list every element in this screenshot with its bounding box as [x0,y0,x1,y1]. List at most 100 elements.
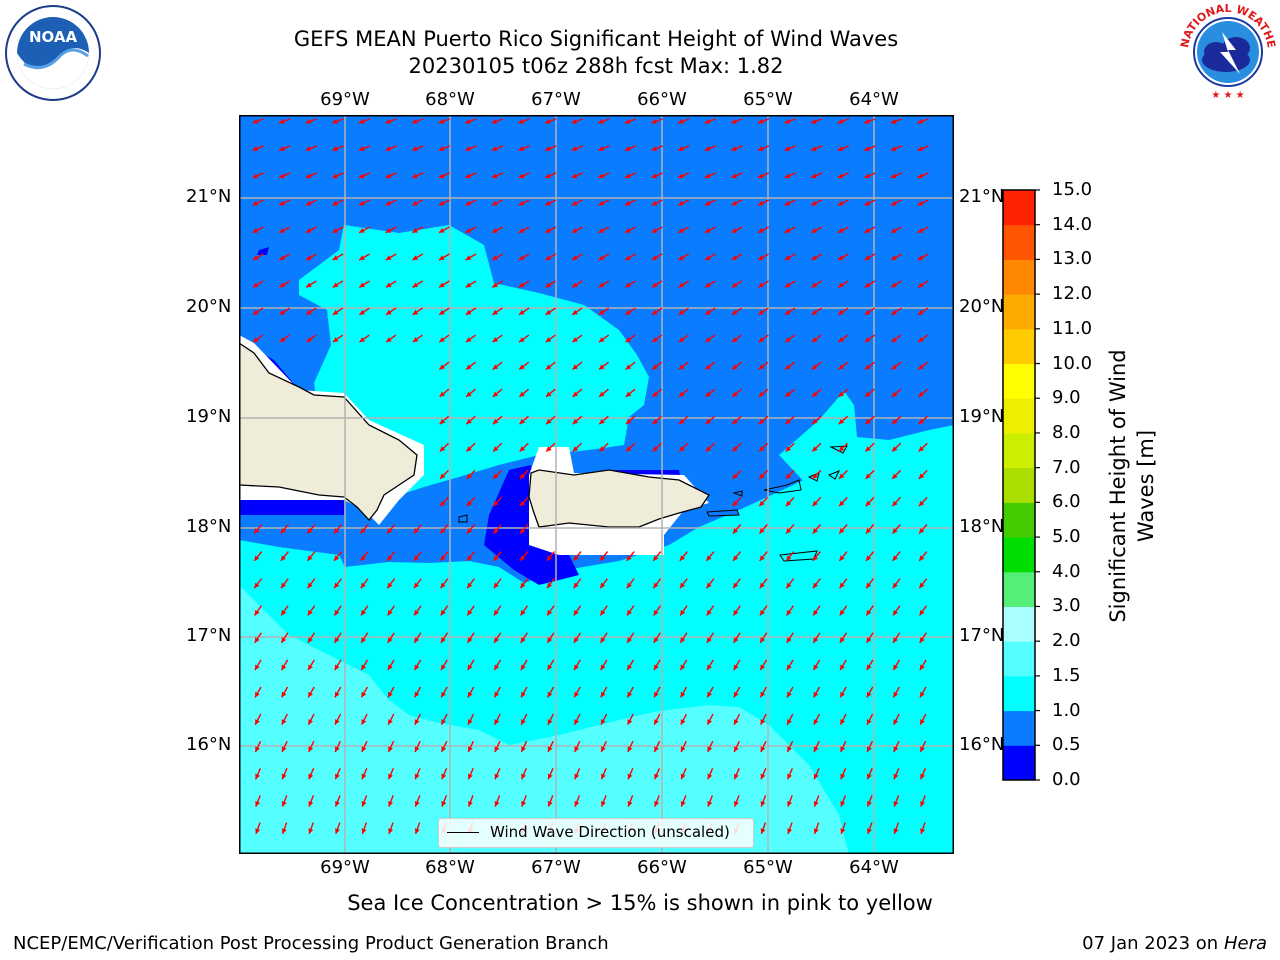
wind-arrowhead [654,773,659,780]
wind-arrowhead [361,800,367,807]
wind-arrowhead [760,746,766,753]
wind-arrowhead [359,255,365,260]
lat-right-18n: 18°N [959,516,1005,537]
wind-arrowhead [706,555,712,561]
wind-arrowhead [359,282,365,288]
wind-arrowhead [281,719,287,725]
wind-arrowhead [757,118,764,124]
wind-arrowhead [677,118,684,124]
wind-arrowhead [255,691,260,698]
wind-arrowhead [574,746,580,753]
wind-arrowhead [811,255,818,260]
wind-arrowhead [547,719,553,725]
wind-arrowhead [334,582,340,589]
wind-arrowhead [467,582,473,589]
wind-arrowhead [759,446,765,452]
wind-arrowhead [891,337,898,343]
wind-arrowhead [385,255,392,260]
wind-arrowhead [519,446,526,452]
colorbar-tick-label: 4.0 [1052,560,1081,582]
wind-arrowhead [572,337,578,343]
wind-arrowhead [335,800,340,807]
wind-arrowhead [840,664,845,671]
wind-arrowhead [678,364,685,370]
wind-arrowhead [813,637,819,643]
wind-arrowhead [332,200,339,206]
wind-arrowhead [893,664,899,671]
wind-arrowhead [734,773,739,780]
lon-top-66w: 66°W [637,89,687,110]
wind-arrowhead [387,609,393,616]
lat-left-18n: 18°N [186,516,232,537]
wind-arrowhead [493,609,499,616]
wind-arrowhead [864,200,871,206]
wind-arrowhead [704,118,711,124]
wind-arrowhead [811,364,818,370]
wind-arrowhead [652,446,659,452]
wind-arrowhead [385,173,392,179]
wind-arrowhead [810,118,817,124]
wind-arrowhead [361,828,367,834]
wind-arrowhead [893,719,899,725]
wind-arrowhead [574,691,579,698]
wind-arrowhead [839,500,845,507]
wind-arrowhead [917,227,924,233]
wind-arrowhead [734,746,739,753]
wind-arrowhead [388,719,393,725]
wind-arrowhead [467,637,473,643]
lat-left-17n: 17°N [186,625,232,646]
wind-arrowhead [757,173,764,179]
wind-arrowhead [493,446,499,452]
wind-arrowhead [334,637,340,643]
wind-arrowhead [252,118,258,124]
wind-arrowhead [893,773,899,780]
wind-arrowhead [652,364,658,370]
wind-arrowhead [413,555,419,561]
wind-arrowhead [919,664,925,671]
wind-arrowhead [493,500,499,507]
wind-arrowhead [332,118,338,124]
wind-arrowhead [867,800,872,807]
wind-arrowhead [653,637,659,643]
wind-arrowhead [518,200,525,206]
wind-arrowhead [625,337,632,343]
wind-arrowhead [600,691,606,698]
wind-arrowhead [466,364,472,370]
wind-arrowhead [758,227,764,233]
wind-arrowhead [332,282,339,288]
wind-arrowhead [439,309,445,315]
wind-arrowhead [813,719,819,725]
wind-arrowhead [705,391,712,397]
wind-arrowhead [385,227,392,233]
wind-arrowhead [601,719,606,725]
wind-arrowhead [279,227,285,233]
wind-arrowhead [758,418,765,425]
wind-arrowhead [600,582,606,589]
wind-arrowhead [678,173,684,179]
wind-arrowhead [281,691,287,698]
wind-arrowhead [387,582,393,589]
footer-date: 07 Jan 2023 on Hera [1082,933,1267,954]
wind-arrowhead [892,446,898,452]
wind-arrowhead [758,337,765,343]
wind-arrowhead [731,227,738,233]
wind-arrowhead [892,528,898,534]
lon-top-68w: 68°W [425,89,475,110]
wind-arrowhead [305,118,312,124]
wind-arrowhead [680,664,686,671]
wind-arrowhead [281,746,287,753]
wind-arrowhead [385,146,392,151]
wind-arrowhead [840,800,846,807]
wind-arrowhead [387,637,393,643]
colorbar-tick-label: 5.0 [1052,526,1081,548]
wind-arrowhead [733,582,739,589]
wind-arrowhead [919,555,925,561]
wind-arrowhead [731,173,737,179]
wind-arrowhead [308,800,314,807]
wind-arrowhead [918,309,924,315]
wind-arrowhead [494,719,500,725]
wind-arrowhead [787,828,793,834]
wind-direction-arrows [252,118,929,835]
wind-arrowhead [679,582,686,589]
lon-bottom-69w: 69°W [320,857,370,878]
